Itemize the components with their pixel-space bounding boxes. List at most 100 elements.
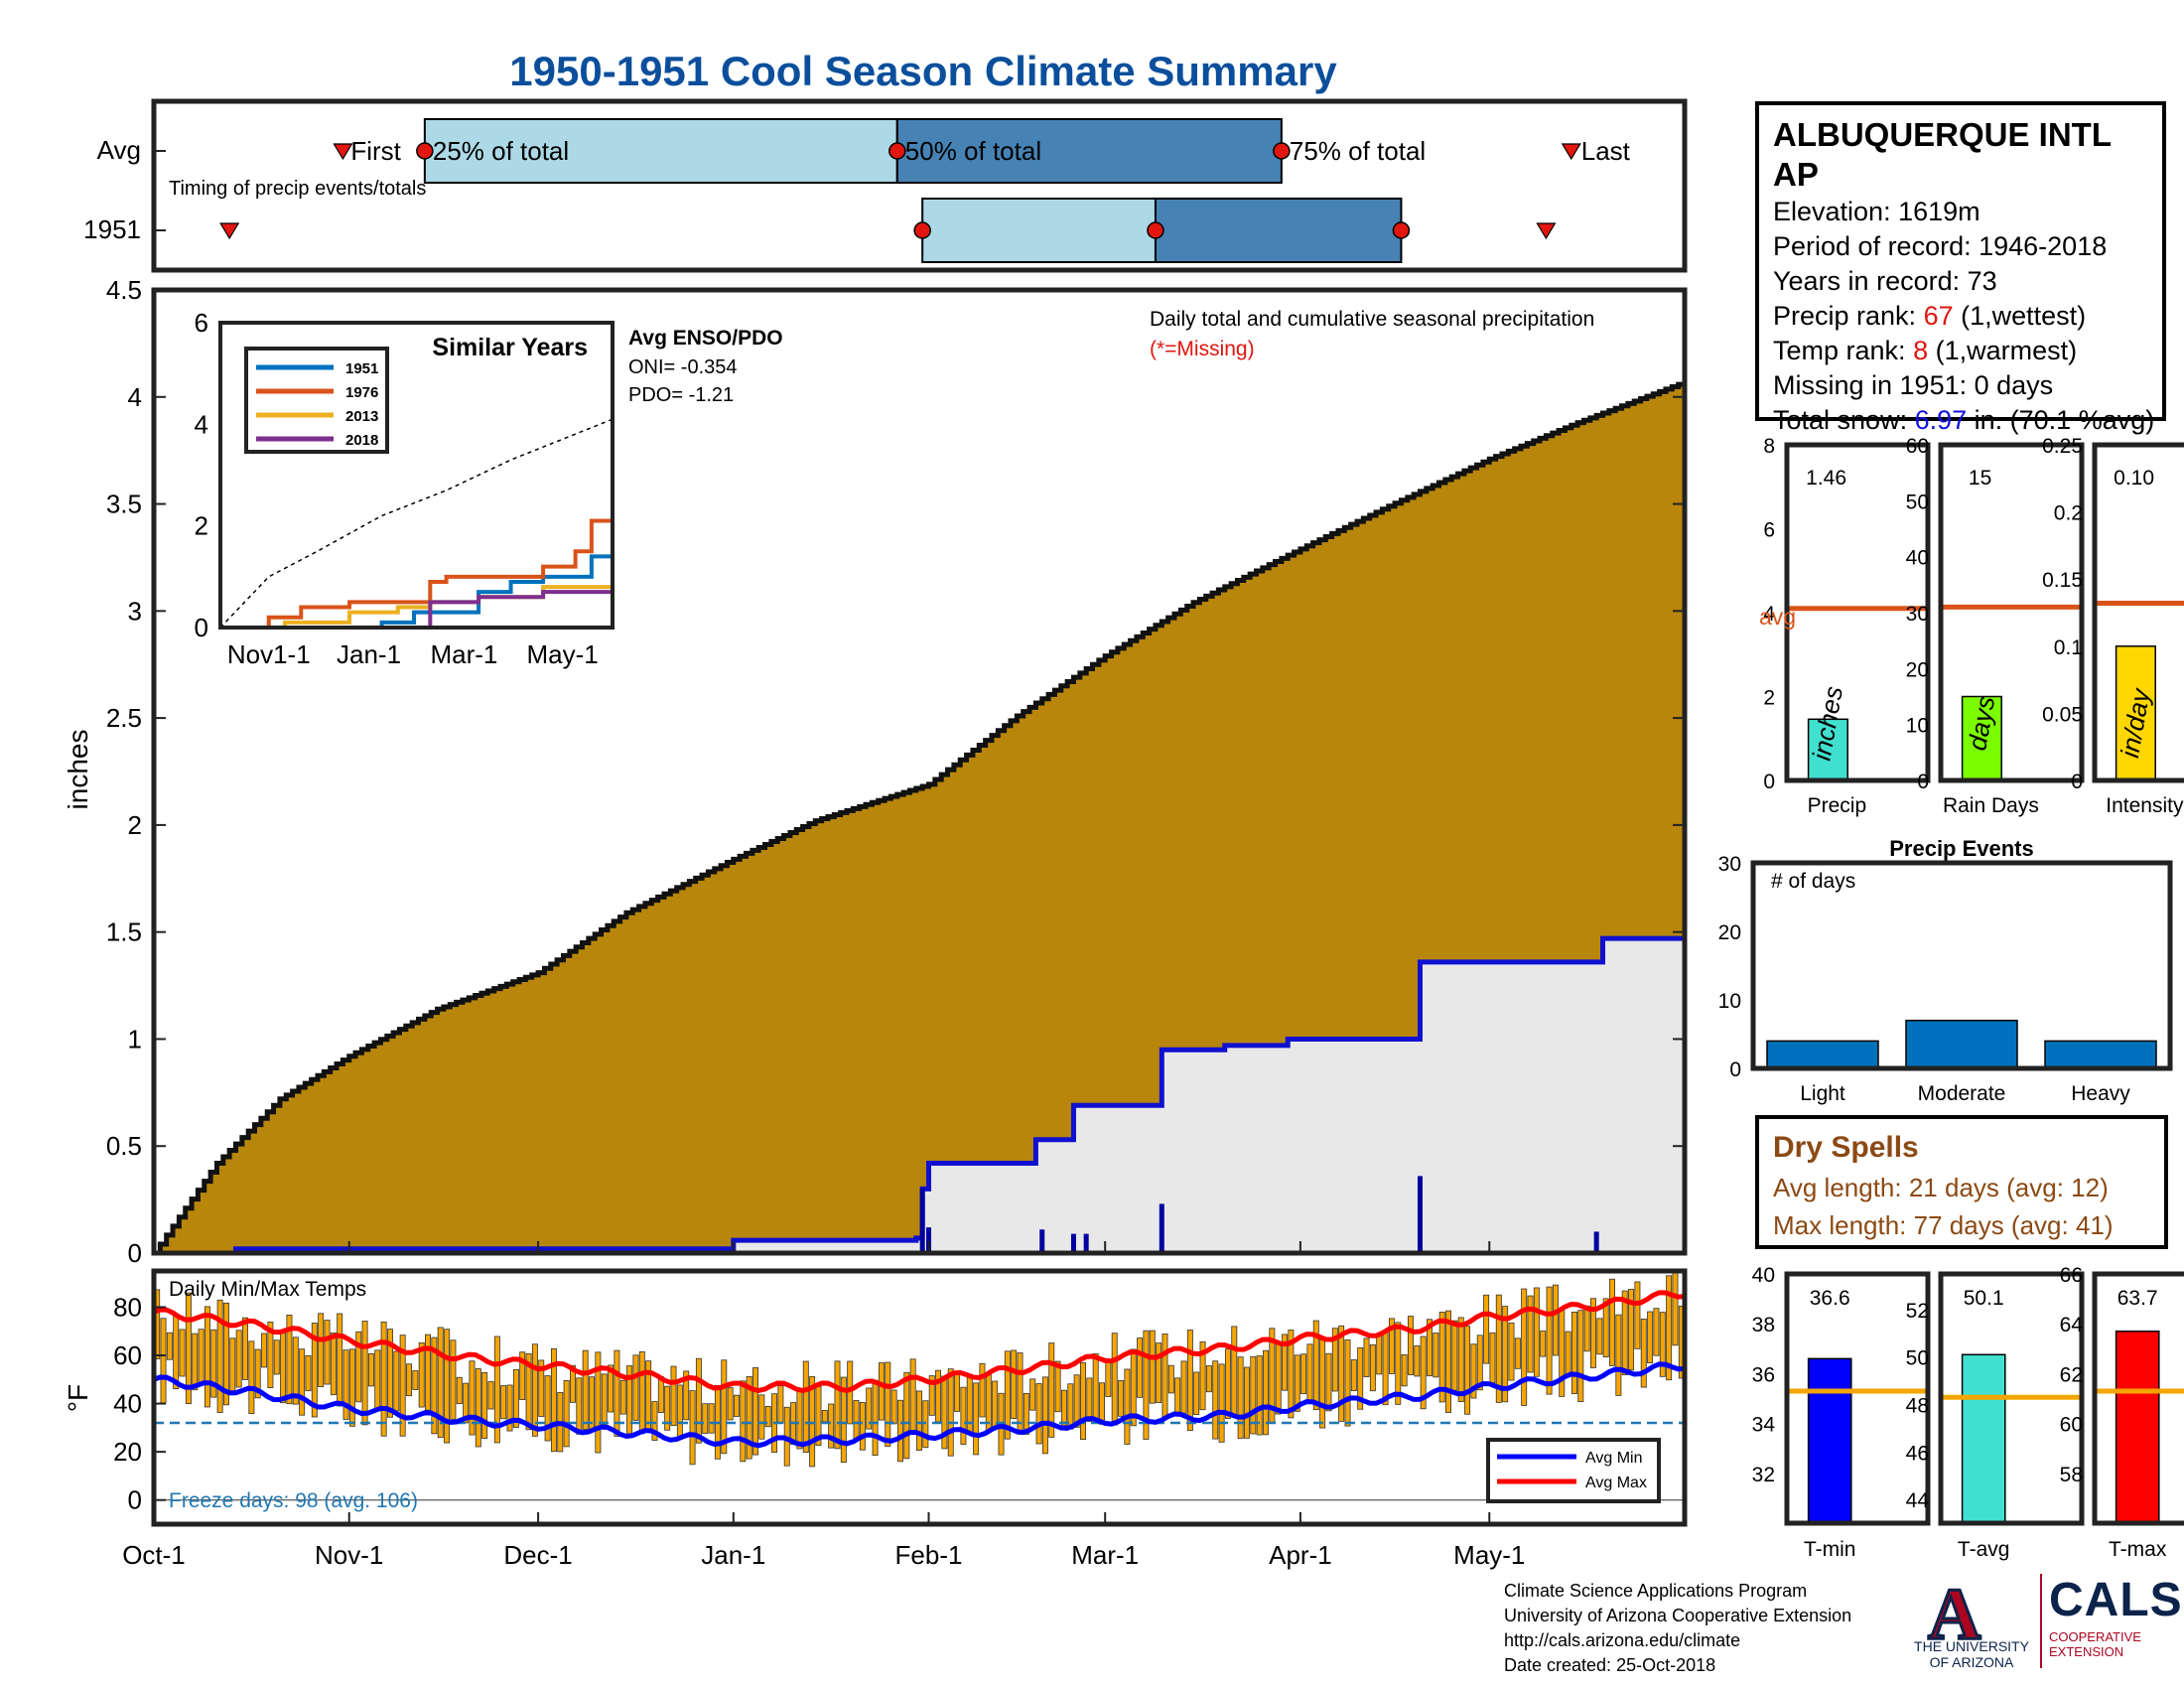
temp-daily-bar (1212, 1360, 1219, 1440)
temp-summary-ytick: 32 (1752, 1464, 1775, 1486)
temp-daily-bar (896, 1399, 903, 1463)
temp-summary-ytick: 36 (1752, 1363, 1775, 1386)
footer-line: http://cals.arizona.edu/climate (1504, 1630, 1741, 1650)
temp-daily-bar (1161, 1333, 1168, 1418)
temp-daily-bar (254, 1348, 261, 1399)
precip-ytick-label: 2 (128, 810, 142, 840)
daily-precip-bar (1159, 1203, 1164, 1253)
temp-daily-bar (1438, 1311, 1445, 1403)
temp-daily-bar (292, 1336, 299, 1405)
daily-precip-bar (1039, 1229, 1045, 1253)
mini-ytick-label: 50 (1906, 491, 1929, 513)
temp-daily-bar (582, 1349, 589, 1430)
timing-label-p50: 50% of total (905, 136, 1041, 166)
temp-daily-bar (1011, 1349, 1018, 1420)
temp-daily-bar (1659, 1312, 1666, 1377)
temp-daily-bar (1552, 1284, 1559, 1356)
precip-ytick-label: 0.5 (106, 1131, 142, 1161)
temp-daily-bar (1224, 1348, 1231, 1419)
temp-daily-bar (544, 1375, 551, 1442)
temp-daily-bar (1218, 1363, 1225, 1443)
temp-daily-bar (1167, 1364, 1174, 1394)
missing-days: Missing in 1951: 0 days (1773, 370, 2054, 400)
mini-ytick-label: 4 (1763, 603, 1775, 626)
cals-logo-subtext: COOPERATIVE EXTENSION (2049, 1629, 2141, 1659)
temp-ytick-label: 0 (128, 1485, 142, 1515)
temp-daily-bar (1060, 1389, 1067, 1427)
enso-pdo: PDO= -1.21 (628, 384, 734, 406)
temp-summary-category: T-avg (1958, 1538, 2010, 1561)
temp-daily-bar (740, 1380, 747, 1463)
temp-daily-bar (1300, 1353, 1307, 1395)
mini-ytick-label: 0.15 (2042, 569, 2083, 592)
temp-daily-bar (1111, 1333, 1118, 1426)
temp-daily-bar (1244, 1366, 1250, 1439)
temp-daily-bar (1054, 1360, 1061, 1413)
station-period: Period of record: 1946-2018 (1773, 231, 2108, 261)
temp-legend-box (1486, 1438, 1661, 1503)
temp-daily-bar (1666, 1275, 1673, 1381)
temp-daily-bar (834, 1360, 841, 1450)
timing-label-first: First (350, 136, 401, 166)
mini-category-label: Intensity (2106, 794, 2184, 817)
temp-daily-bar (1199, 1340, 1206, 1411)
temp-daily-bar (192, 1333, 199, 1391)
temp-summary-category: T-min (1804, 1538, 1856, 1561)
temp-daily-bar (437, 1327, 444, 1439)
timing-frame (151, 98, 1688, 273)
temp-daily-bar (412, 1370, 419, 1390)
temp-daily-bar (840, 1376, 847, 1464)
temp-daily-bar (746, 1376, 752, 1460)
cals-logo: CALS COOPERATIVE EXTENSION (2049, 1573, 2183, 1659)
temp-summary-bar (2115, 1330, 2160, 1524)
temp-daily-bar (355, 1331, 362, 1403)
temp-daily-bar (890, 1389, 897, 1425)
temp-daily-bar (229, 1337, 236, 1394)
temp-daily-bar (406, 1363, 412, 1397)
temp-daily-bar (1306, 1343, 1313, 1403)
temp-daily-bar (1470, 1343, 1477, 1399)
temp-summary-ytick: 40 (1752, 1264, 1775, 1287)
temp-daily-bar (380, 1321, 387, 1437)
timing-bar-q2 (423, 118, 898, 184)
temp-daily-bar (1445, 1310, 1452, 1413)
temp-daily-bar (608, 1364, 614, 1413)
temp-daily-bar (1137, 1337, 1144, 1398)
temp-daily-bar (1338, 1325, 1345, 1422)
temp-ytick-label: 20 (113, 1437, 142, 1467)
temp-daily-bar (330, 1333, 337, 1396)
precip-main-title: Daily total and cumulative seasonal prec… (1150, 308, 1594, 331)
temp-daily-bar (727, 1387, 734, 1421)
temp-summary-ytick: 64 (2060, 1314, 2084, 1336)
mini-ytick-label: 0.05 (2042, 703, 2083, 726)
temp-daily-bar (1495, 1294, 1502, 1403)
ua-logo-text: THE UNIVERSITY OF ARIZONA (1914, 1638, 2029, 1670)
mini-avg-label: avg (1759, 604, 1796, 630)
temp-summary-ytick: 34 (1752, 1414, 1776, 1437)
temp-daily-bar (1250, 1355, 1257, 1435)
mini-ytick-label: 2 (1763, 687, 1775, 710)
temp-daily-bar (992, 1380, 999, 1429)
timing-quartile-marker (913, 221, 931, 239)
temp-daily-bar (828, 1403, 835, 1449)
temp-daily-bar (1275, 1342, 1282, 1415)
temp-daily-bar (1369, 1343, 1376, 1392)
temp-daily-bar (481, 1371, 488, 1439)
temp-daily-bar (563, 1380, 570, 1448)
temp-summary-ytick: 46 (1906, 1442, 1929, 1465)
temp-ytick-label: 80 (113, 1292, 142, 1322)
temp-daily-bar (973, 1382, 980, 1456)
temp-summary-category: T-max (2109, 1538, 2167, 1561)
temp-daily-bar (337, 1313, 343, 1407)
temp-daily-bar (179, 1329, 186, 1377)
mini-category-label: Rain Days (1943, 794, 2039, 817)
temp-daily-bar (1080, 1362, 1086, 1441)
temp-daily-bar (1483, 1294, 1490, 1364)
temp-daily-bar (670, 1365, 677, 1427)
temp-daily-bar (1149, 1330, 1156, 1404)
similar-xtick-label: May-1 (526, 639, 598, 669)
temp-daily-bar (1193, 1371, 1200, 1415)
similar-ytick-label: 0 (195, 613, 208, 642)
temp-daily-bar (393, 1350, 400, 1412)
mini-value-label: 0.10 (2114, 467, 2154, 490)
